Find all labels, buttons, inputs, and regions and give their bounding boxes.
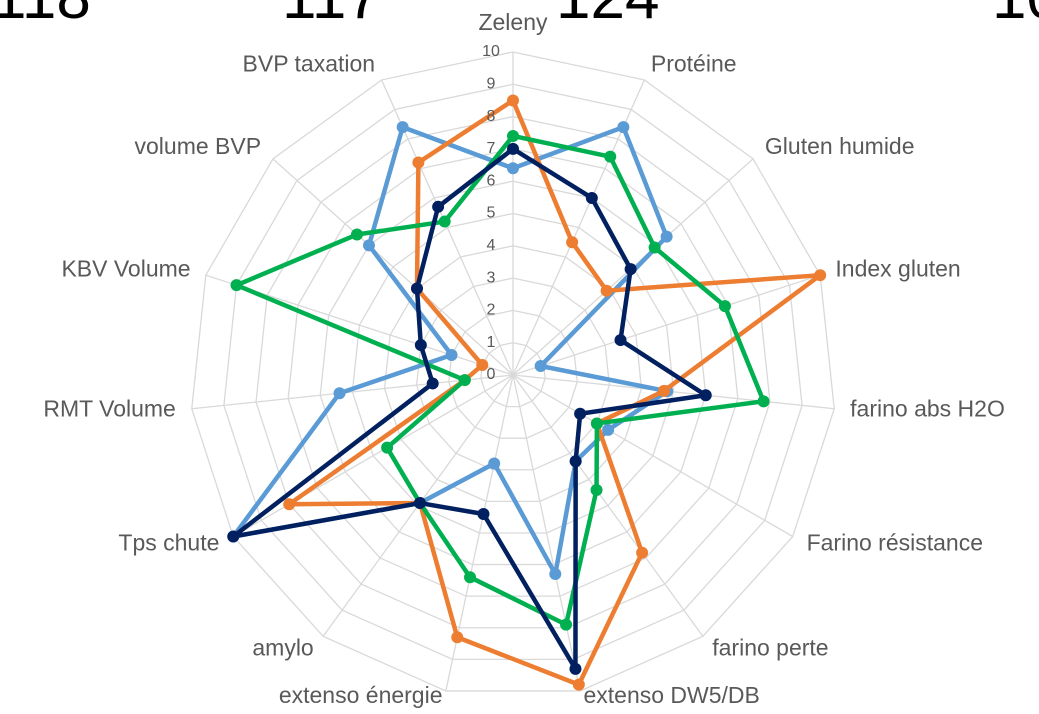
r-tick-label: 4 [487, 237, 496, 254]
data-point [757, 395, 770, 408]
r-tick-label: 0 [487, 366, 496, 383]
data-point [413, 497, 426, 510]
data-point [660, 230, 673, 243]
axis-spoke [512, 274, 821, 376]
category-label: Protéine [651, 50, 737, 76]
data-point [350, 228, 363, 241]
data-point [590, 417, 603, 430]
data-point [426, 377, 439, 390]
grid-line [351, 212, 675, 534]
grid-line [255, 115, 771, 629]
series-line [231, 124, 670, 577]
legend-label: 124 [556, 0, 659, 32]
category-label: Tps chute [118, 530, 219, 556]
legend-label: 10 [992, 0, 1039, 32]
data-point [566, 236, 579, 249]
axis-spoke [272, 158, 514, 376]
data-point [488, 457, 501, 470]
data-point [648, 241, 661, 254]
data-point [549, 568, 562, 581]
data-point [230, 279, 243, 292]
data-point [624, 263, 637, 276]
data-point [569, 662, 582, 675]
data-point [604, 150, 617, 163]
r-tick-label: 1 [487, 334, 496, 351]
data-point [396, 121, 409, 134]
series-line [286, 98, 823, 687]
series-line [234, 133, 766, 627]
category-label: farino abs H2O [850, 396, 1005, 422]
data-point [227, 530, 240, 543]
data-point [590, 483, 603, 496]
axis-spoke [512, 374, 704, 637]
category-label: Farino résistance [807, 530, 983, 556]
data-point [507, 162, 519, 175]
data-point [600, 284, 613, 297]
legend-label: 118 [0, 0, 91, 32]
data-point [614, 334, 627, 347]
data-point [602, 423, 615, 436]
data-point [414, 339, 427, 352]
r-tick-label: 6 [487, 172, 496, 189]
category-label: Zeleny [478, 9, 548, 35]
axis-spoke [512, 374, 581, 692]
r-tick-label: 2 [487, 302, 496, 319]
category-label: volume BVP [135, 133, 262, 159]
category-label: extenso énergie [279, 682, 443, 708]
r-tick-label: 3 [487, 269, 496, 286]
data-point [574, 407, 587, 420]
r-tick-label: 9 [487, 76, 496, 93]
data-point [617, 121, 630, 134]
data-point [507, 142, 519, 155]
axis-spoke [512, 374, 794, 538]
data-point [560, 618, 573, 631]
r-tick-label: 7 [487, 140, 496, 157]
legend-label: 117 [282, 0, 381, 32]
data-point [432, 200, 445, 213]
category-label: Gluten humide [765, 133, 915, 159]
axis-spoke [232, 374, 514, 538]
category-label: RMT Volume [43, 396, 176, 422]
data-point [636, 546, 649, 559]
data-point [412, 156, 425, 169]
data-point [534, 360, 547, 373]
category-label: extenso DW5/DB [583, 682, 759, 708]
data-point [657, 384, 670, 397]
grid-line [191, 51, 835, 692]
data-point [464, 571, 477, 584]
data-point [507, 94, 519, 107]
data-point [572, 678, 585, 691]
category-label: Index gluten [835, 255, 960, 281]
data-point [718, 300, 731, 313]
data-point [477, 508, 490, 521]
data-point [585, 191, 598, 204]
data-point [438, 215, 451, 228]
data-point [445, 349, 458, 362]
r-tick-label: 8 [487, 108, 496, 125]
data-point [458, 374, 471, 387]
data-point [410, 282, 423, 295]
data-point [283, 498, 296, 511]
data-point [451, 631, 464, 644]
data-point [699, 389, 712, 402]
data-point [476, 359, 489, 372]
category-label: farino perte [712, 634, 828, 660]
axis-spoke [512, 374, 835, 410]
data-point [381, 441, 394, 454]
category-label: BVP taxation [243, 50, 376, 76]
category-label: amylo [252, 634, 313, 660]
data-point [362, 239, 375, 252]
data-point [507, 129, 519, 142]
series-line [231, 146, 708, 672]
data-point [814, 269, 827, 282]
grid-line [448, 309, 578, 439]
grid-line [480, 342, 546, 408]
r-tick-label: 10 [482, 43, 500, 60]
r-tick-label: 5 [487, 205, 496, 222]
data-point [333, 387, 346, 400]
category-label: KBV Volume [61, 255, 190, 281]
data-point [569, 455, 582, 468]
